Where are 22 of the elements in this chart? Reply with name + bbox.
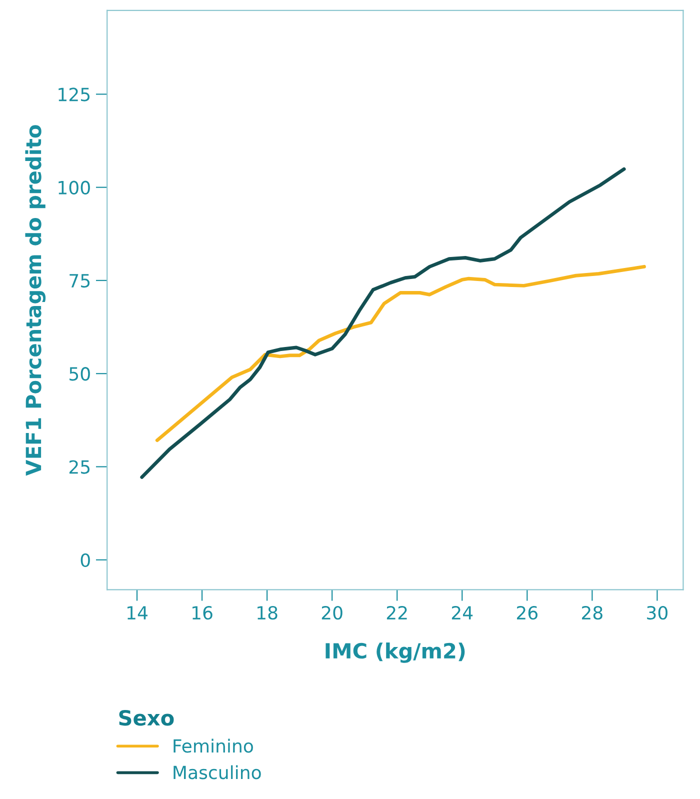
y-tick-label: 75 [70, 274, 90, 288]
x-tick-label: 20 [322, 606, 342, 620]
x-tick-label: 26 [516, 606, 538, 620]
x-tick-label: 16 [192, 606, 212, 620]
x-tick-label: 24 [452, 606, 473, 620]
y-tick-label: 125 [58, 88, 90, 102]
y-tick-label: 25 [69, 460, 90, 474]
y-tick-label: 50 [70, 367, 90, 381]
x-axis-title: IMC (kg/m2) [326, 642, 465, 663]
x-tick-label: 22 [386, 606, 407, 620]
line-series [155, 264, 646, 442]
x-tick-label: 28 [582, 606, 602, 620]
line-series [140, 167, 626, 479]
y-tick-label: 100 [58, 180, 90, 194]
y-tick-label: 0 [80, 553, 90, 567]
legend-label: Masculino [174, 765, 261, 780]
y-axis-title: VEF1 Porcentagem do predito [25, 125, 46, 476]
legend-title: Sexo [119, 710, 174, 726]
x-tick-label: 30 [647, 606, 668, 620]
x-tick-label: 14 [128, 606, 148, 620]
legend-label: Feminino [174, 738, 253, 753]
x-tick-label: 18 [258, 606, 278, 620]
